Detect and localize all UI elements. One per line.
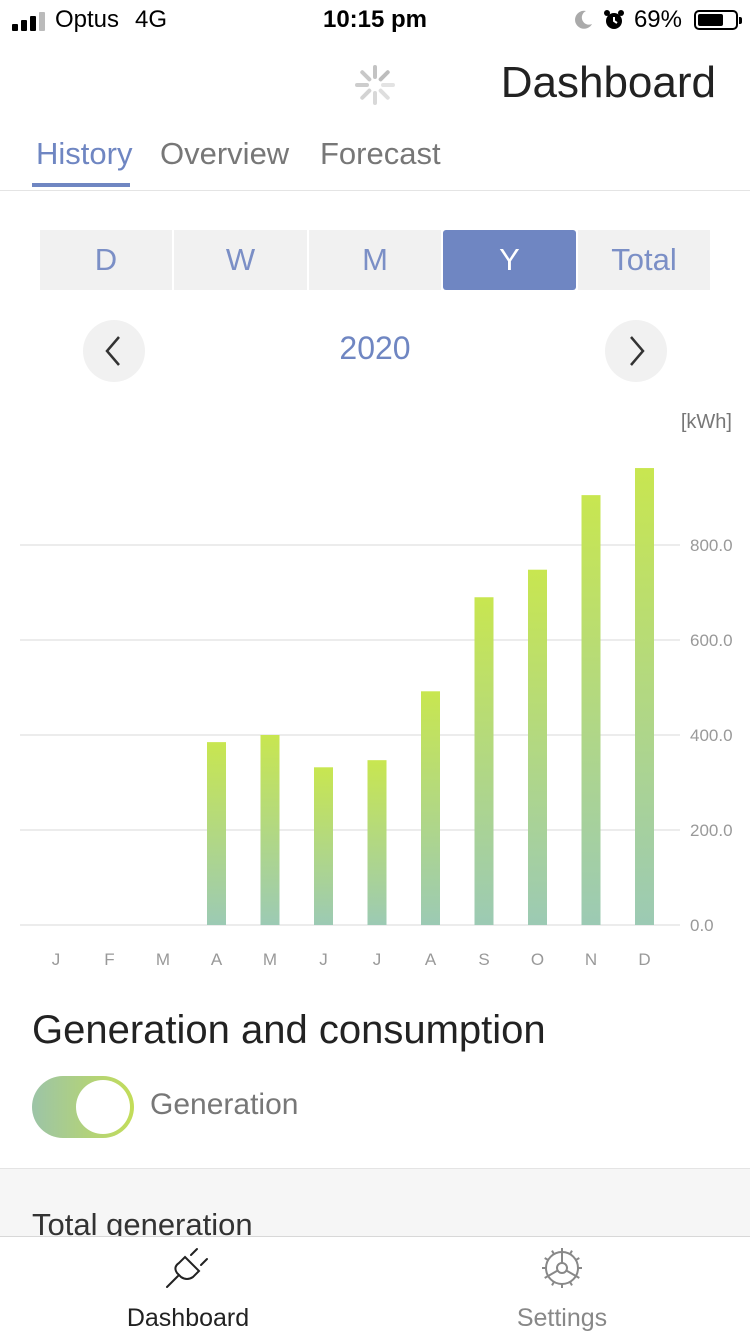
settings-wheel-icon (542, 1248, 582, 1288)
period-label: 2020 (339, 330, 411, 366)
y-tick-label: 0.0 (690, 916, 714, 935)
wheel-tooth (551, 1250, 555, 1255)
status-bar: Optus 4G 10:15 pm 69% (0, 0, 750, 40)
total-generation-title: Total generation (32, 1207, 253, 1237)
x-tick-label: N (585, 950, 597, 969)
bar-10 (581, 495, 601, 925)
generation-toggle[interactable] (32, 1076, 134, 1138)
status-left: Optus 4G (12, 6, 167, 34)
wheel-tooth (569, 1250, 573, 1255)
x-tick-label: J (373, 950, 382, 969)
chart-grid: 0.0 200.0 400.0 600.0 800.0 (20, 536, 733, 935)
wheel-tooth (544, 1257, 549, 1261)
battery-fill (698, 14, 723, 26)
wheel-hub (556, 1262, 568, 1274)
period-week-button[interactable]: W (174, 230, 307, 290)
bar-11 (635, 468, 654, 925)
toggle-knob (76, 1080, 130, 1134)
tab-overview[interactable]: Overview (160, 136, 290, 171)
generation-bar-chart: [kWh] 0.0 200.0 400.0 600.0 800.0 J F M A M J J A S O… (20, 411, 733, 969)
nav-dashboard[interactable]: Dashboard (68, 1245, 308, 1333)
previous-period-button[interactable] (83, 320, 145, 382)
section-title: Generation and consumption (32, 1008, 546, 1052)
spinner-spoke (360, 70, 372, 82)
y-tick-label: 600.0 (690, 631, 733, 650)
wheel-spoke (547, 1269, 559, 1277)
bottom-navigation: Dashboard Settings (0, 1236, 750, 1335)
chevron-left-icon (105, 336, 120, 366)
bar-5 (314, 767, 333, 925)
wheel-tooth (575, 1275, 580, 1279)
wheel-tooth (544, 1275, 549, 1279)
period-year-button[interactable]: Y (443, 230, 576, 290)
chart-unit-label: [kWh] (681, 411, 732, 433)
x-tick-label: O (531, 950, 544, 969)
nav-dashboard-label: Dashboard (126, 1304, 250, 1332)
x-tick-label: J (52, 950, 61, 969)
status-right: 69% (572, 6, 742, 34)
battery-percent: 69% (633, 6, 682, 33)
bar-9 (528, 569, 547, 925)
x-tick-label: A (425, 950, 437, 969)
loading-spinner-icon (355, 65, 395, 105)
spinner-spoke (378, 88, 390, 100)
x-tick-label: M (156, 950, 170, 969)
x-tick-label: M (263, 950, 277, 969)
plug-icon (166, 1248, 208, 1288)
bar-7 (421, 691, 440, 925)
period-day-button[interactable]: D (40, 230, 172, 290)
x-tick-label: S (478, 950, 489, 969)
alarm-icon (603, 10, 624, 29)
period-total-button[interactable]: Total (578, 230, 710, 290)
active-tab-indicator (32, 183, 130, 187)
nav-settings[interactable]: Settings (442, 1245, 682, 1333)
wheel-tooth (551, 1281, 555, 1286)
carrier-name: Optus (55, 6, 120, 33)
chevron-right-icon (630, 336, 645, 366)
x-tick-label: F (104, 950, 114, 969)
x-tick-label: D (638, 950, 650, 969)
y-tick-label: 200.0 (690, 821, 733, 840)
status-time: 10:15 pm (322, 6, 428, 33)
network-type: 4G (135, 6, 168, 33)
page-title: Dashboard (500, 58, 716, 107)
spinner-spoke (378, 70, 390, 82)
signal-icon (12, 9, 45, 31)
bar-4 (260, 735, 280, 925)
period-selector: D W M Y Total (40, 230, 710, 290)
spinner-spoke (360, 88, 372, 100)
x-tick-label: A (211, 950, 223, 969)
view-tabs: History Overview Forecast (0, 130, 750, 191)
moon-icon (575, 10, 592, 29)
chart-bars (207, 468, 654, 925)
bar-8 (474, 597, 494, 925)
wheel-spoke (565, 1269, 577, 1277)
period-month-button[interactable]: M (309, 230, 441, 290)
generation-toggle-label: Generation (150, 1088, 299, 1121)
x-tick-label: J (319, 950, 328, 969)
wheel-tooth (569, 1281, 573, 1286)
totals-panel: Total generation (0, 1168, 750, 1237)
tab-forecast[interactable]: Forecast (320, 136, 441, 171)
battery-icon (694, 10, 742, 30)
y-tick-label: 800.0 (690, 536, 733, 555)
y-tick-label: 400.0 (690, 726, 733, 745)
bar-6 (367, 760, 387, 925)
bar-3 (207, 742, 226, 925)
wheel-tooth (575, 1257, 580, 1261)
next-period-button[interactable] (605, 320, 667, 382)
nav-settings-label: Settings (516, 1304, 608, 1332)
tab-history[interactable]: History (36, 136, 133, 171)
